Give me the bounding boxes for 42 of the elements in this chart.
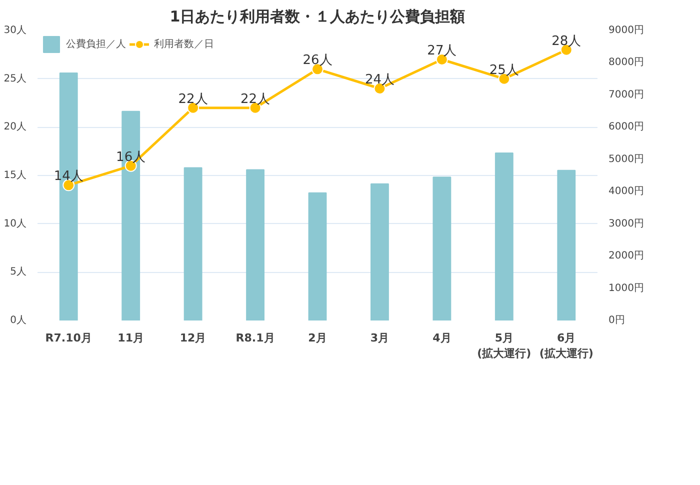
y-tick-label: 30人 [4,25,27,36]
y2-tick-label: 8000円 [608,57,644,68]
bar [494,152,514,320]
bar [246,169,264,320]
y2-tick-label: 4000円 [608,186,644,198]
y-tick-label: 25人 [4,73,27,84]
chart-title: 1日あたり利用者数・１人あたり公費負担額 [170,8,466,26]
bar [184,167,202,320]
bar [370,183,389,320]
x-tick-label: R8.1月 [236,332,275,344]
y2-tick-label: 2000円 [608,250,644,262]
x-tick-label: 3月 [370,332,390,344]
y-tick-label: 0人 [10,315,27,326]
x-tick-label: 2月 [308,332,327,344]
y-tick-label: 15人 [4,170,27,181]
y-tick-label: 5人 [10,266,27,278]
y2-tick-label: 9000円 [608,25,644,36]
x-tick-label: 12月 [180,332,206,344]
y2-tick-label: 0円 [608,315,625,326]
data-label: 22人 [178,92,208,107]
data-label: 24人 [364,72,394,88]
x-tick-label: 11月 [118,332,144,344]
y2-tick-label: 6000円 [608,122,644,133]
data-label: 28人 [552,34,582,49]
y2-tick-label: 3000円 [608,218,644,230]
bar [308,192,327,320]
data-label: 27人 [427,44,457,58]
x-tick-label: 6月 (拡大運行) [539,332,594,360]
legend-label: 公費負担／人 [66,38,126,51]
y2-tick-label: 1000円 [608,282,644,294]
data-label: 26人 [302,53,332,68]
x-tick-label: R7.10月 [45,332,92,344]
x-tick-label: 5月 (拡大運行) [477,332,532,360]
y2-tick-label: 7000円 [608,89,644,100]
bar [432,176,452,320]
y-tick-label: 10人 [4,218,27,230]
bar [557,170,576,320]
data-label: 25人 [489,62,519,78]
y-tick-label: 20人 [4,122,27,133]
x-tick-label: 4月 [432,332,452,344]
legend-label: 利用者数／日 [154,38,214,51]
y2-tick-label: 5000円 [608,154,644,165]
